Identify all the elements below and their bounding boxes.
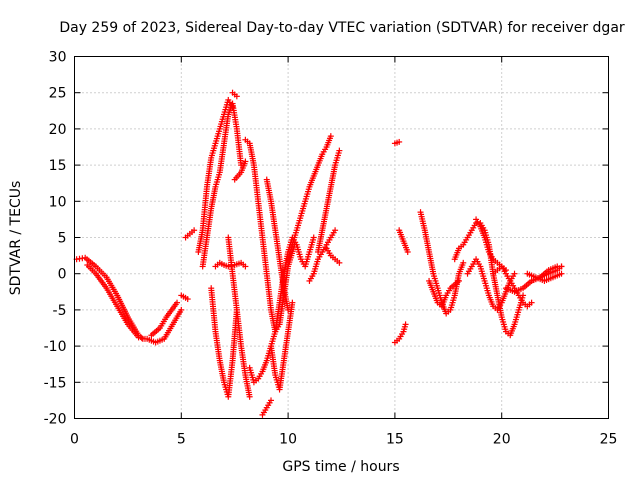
data-point — [528, 299, 535, 306]
chart-title: Day 259 of 2023, Sidereal Day-to-day VTE… — [59, 20, 625, 36]
series-arc-24 — [391, 321, 409, 346]
y-tick-label: 20 — [49, 122, 67, 138]
axis-ticks: -20 -15 -10 -5 0 5 10 15 20 25 30 0 5 10 15 20 25 — [44, 50, 618, 448]
data-points — [73, 89, 565, 418]
y-tick-label: 15 — [49, 158, 67, 174]
series-arc-13 — [229, 89, 240, 100]
y-tick-label: 0 — [58, 267, 67, 283]
data-point — [336, 147, 343, 154]
x-tick-label: 20 — [493, 432, 511, 448]
data-point — [268, 397, 275, 404]
data-point — [332, 227, 339, 234]
series-arc-19 — [285, 133, 334, 263]
data-point — [242, 263, 249, 270]
data-point — [174, 299, 181, 306]
data-point — [246, 393, 253, 400]
y-tick-label: 10 — [49, 194, 67, 210]
data-point — [402, 321, 409, 328]
y-tick-label: -15 — [44, 375, 67, 391]
data-point — [455, 277, 462, 284]
x-tick-label: 15 — [386, 432, 404, 448]
y-axis-label: SDTVAR / TECUs — [8, 181, 24, 296]
data-point — [242, 158, 249, 165]
data-point — [396, 138, 403, 145]
y-tick-label: -10 — [44, 339, 67, 355]
series-arc-29 — [464, 256, 518, 313]
data-point — [285, 306, 292, 313]
series-arc-8 — [199, 100, 245, 270]
data-point — [233, 93, 240, 100]
data-point — [289, 299, 296, 306]
data-point — [310, 234, 317, 241]
series-arc-23 — [391, 138, 403, 147]
data-point — [558, 263, 565, 270]
series-arc-34 — [528, 263, 565, 284]
data-point — [460, 259, 467, 266]
x-tick-label: 5 — [177, 432, 186, 448]
series-arc-6 — [182, 227, 198, 241]
series-arc-11 — [225, 234, 253, 400]
series-arc-5 — [178, 292, 191, 303]
y-tick-label: 5 — [58, 231, 67, 247]
series-arc-26 — [417, 209, 467, 317]
series-arc-22 — [323, 245, 343, 266]
x-tick-label: 25 — [600, 432, 618, 448]
data-point — [327, 133, 334, 140]
series-arc-12 — [231, 158, 249, 183]
series-arc-4 — [148, 299, 181, 339]
series-arc-16 — [259, 397, 275, 418]
series-arc-20 — [306, 227, 339, 284]
y-tick-label: 30 — [49, 50, 67, 66]
data-point — [404, 248, 411, 255]
series-arc-31 — [490, 263, 535, 310]
series-arc-15 — [246, 299, 296, 393]
data-point — [558, 270, 565, 277]
data-point — [135, 334, 142, 341]
series-arc-17 — [263, 176, 292, 313]
series-arc-21 — [315, 147, 343, 255]
y-tick-label: 25 — [49, 86, 67, 102]
data-point — [191, 227, 198, 234]
series-arc-7 — [195, 96, 236, 255]
y-tick-label: -5 — [53, 303, 67, 319]
data-point — [511, 270, 518, 277]
grid-lines — [74, 56, 609, 419]
data-point — [336, 259, 343, 266]
x-tick-label: 10 — [279, 432, 297, 448]
y-tick-label: -20 — [44, 412, 67, 428]
x-axis-label: GPS time / hours — [282, 459, 399, 475]
data-point — [178, 306, 185, 313]
series-arc-25 — [396, 227, 411, 255]
x-tick-label: 0 — [70, 432, 79, 448]
series-arc-2 — [84, 262, 148, 342]
data-point — [184, 296, 191, 303]
series-arc-3 — [144, 306, 185, 346]
data-point — [138, 335, 145, 342]
series-arc-27 — [426, 277, 462, 310]
